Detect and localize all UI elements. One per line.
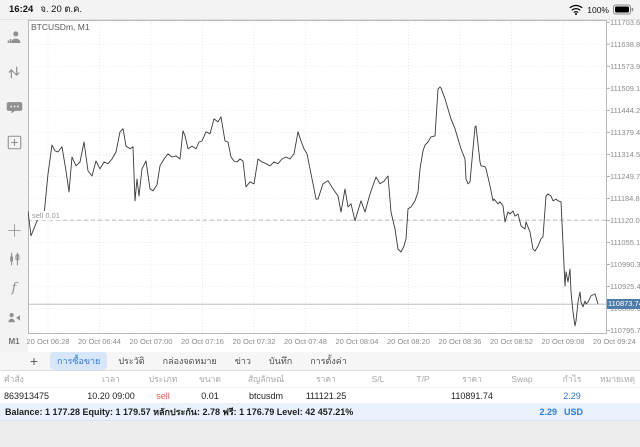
time-axis-label: 20 Oct 09:24 [593, 337, 636, 346]
time-axis-label: 20 Oct 07:48 [284, 337, 327, 346]
price-axis-label: 111314.55 [610, 149, 640, 159]
time-axis-label: 20 Oct 07:00 [129, 337, 173, 346]
column-header-11: หมายเหตุ [600, 374, 635, 384]
status-bar: 16:24 จ. 20 ต.ค. 100% [0, 0, 640, 20]
crosshair-icon[interactable] [5, 221, 23, 239]
time-axis-label: 20 Oct 07:16 [181, 337, 224, 346]
price-axis-label: 111249.70 [610, 171, 640, 181]
time-axis-label: 20 Oct 06:28 [26, 337, 70, 346]
account-summary-text: Balance: 1 177.28 Equity: 1 179.57 หลักป… [5, 407, 354, 417]
sidebar-toolbar: f M1 [0, 20, 28, 352]
bottom-tab-bar: + การซื้อขาย ประวัติ กล่องจดหมาย ข่าว บันทึก… [0, 352, 640, 371]
price-axis-label: 111184.85 [610, 193, 640, 203]
price-axis-label: 111638.80 [610, 39, 640, 49]
position-cell-2: sell [156, 390, 170, 401]
tab-4[interactable]: บันทึก [268, 356, 293, 366]
account-summary-row: Balance: 1 177.28 Equity: 1 179.57 หลักป… [0, 404, 640, 421]
tab-2[interactable]: กล่องจดหมาย [162, 356, 217, 366]
position-cell-10: 2.29 [563, 390, 581, 401]
total-profit: 2.29 USD [539, 407, 583, 417]
column-header-8: ราคา [462, 374, 482, 384]
bottom-panel: + การซื้อขาย ประวัติ กล่องจดหมาย ข่าว บันทึก… [0, 352, 640, 447]
time-axis-label: 20 Oct 06:44 [78, 337, 121, 346]
time-axis-label: 20 Oct 07:32 [232, 337, 276, 346]
timeframe-m1-button[interactable]: M1 [8, 337, 20, 346]
time-axis-label: 20 Oct 08:36 [438, 337, 482, 346]
objects-icon[interactable] [5, 308, 23, 326]
position-cell-4: btcusdm [248, 390, 283, 401]
price-axis-label: 111509.10 [610, 83, 640, 93]
column-header-10: กำไร [562, 374, 582, 384]
column-header-0: คำสั่ง [4, 374, 24, 384]
price-axis-label: 111120.00 [610, 215, 640, 225]
position-cell-0: 863913475 [4, 390, 50, 401]
time-axis-label: 20 Oct 08:20 [387, 337, 430, 346]
tab-0-selected[interactable]: การซื้อขาย [50, 352, 108, 370]
price-axis-label: 111573.95 [610, 61, 640, 71]
battery-icon [613, 4, 634, 15]
price-axis-label: 111379.40 [610, 127, 640, 137]
status-date: จ. 20 ต.ค. [40, 4, 83, 15]
total-profit-currency: USD [563, 407, 583, 417]
position-row[interactable]: 863913475 10.20 09:00 sell 0.01 btcusdm 11112… [0, 388, 640, 404]
price-axis-label: 110795.75 [610, 326, 640, 336]
time-axis-label: 20 Oct 08:52 [490, 337, 533, 346]
trade-icon[interactable] [5, 63, 23, 81]
chart-symbol-label: BTCUSDm, M1 [31, 22, 90, 32]
price-axis-label: 111444.25 [610, 105, 640, 115]
price-chart [28, 20, 610, 334]
time-axis-label: 20 Oct 08:04 [335, 337, 379, 346]
column-header-3: ขนาด [199, 374, 221, 384]
tab-3[interactable]: ข่าว [234, 356, 251, 366]
functions-icon[interactable]: f [11, 280, 17, 296]
sell-position-label: sell 0.01 [30, 211, 62, 221]
column-header-2: ประเภท [148, 374, 178, 384]
price-axis-label: 110990.30 [610, 260, 640, 270]
wifi-icon [569, 4, 583, 15]
plot-border [28, 20, 607, 334]
new-order-plus-button[interactable]: + [29, 353, 39, 369]
battery-percent: 100% [587, 4, 609, 15]
total-profit-value: 2.29 [539, 407, 557, 417]
tab-1[interactable]: ประวัติ [118, 356, 145, 366]
column-header-6: S/L [371, 374, 385, 384]
position-cell-5: 111121.25 [305, 390, 347, 401]
positions-table-header: คำสั่ง เวลา ประเภท ขนาด สัญลักษณ์ ราคา S/L T/P ร… [0, 371, 640, 388]
indicators-icon[interactable] [5, 250, 23, 268]
bottom-spacer [0, 421, 640, 447]
position-cell-8: 110891.74 [451, 390, 493, 401]
status-indicators: 100% [569, 4, 634, 15]
position-cell-3: 0.01 [201, 390, 219, 401]
column-header-9: Swap [511, 374, 533, 384]
column-header-1: เวลา [102, 374, 120, 384]
current-price-badge: 110873.74 [607, 299, 640, 310]
price-axis-label: 110925.45 [610, 282, 640, 292]
tab-5[interactable]: การตั้งค่า [310, 356, 347, 366]
tab-list: การซื้อขาย ประวัติ กล่องจดหมาย ข่าว บันทึก กา… [50, 352, 354, 370]
new-order-icon[interactable] [5, 133, 23, 151]
position-cell-1: 10.20 09:00 [87, 390, 135, 401]
chat-icon[interactable] [5, 98, 23, 116]
price-axis-label: 111055.15 [610, 238, 640, 248]
column-header-5: ราคา [316, 374, 336, 384]
account-icon[interactable] [5, 28, 23, 46]
price-line-series [28, 86, 599, 327]
clock: 16:24 [9, 4, 34, 15]
price-axis-label: 111703.65 [610, 17, 640, 27]
time-axis-label: 20 Oct 09:08 [541, 337, 585, 346]
chart-area[interactable]: BTCUSDm, M1 111703.65 111638.80 111573.95 1… [27, 17, 640, 352]
column-header-7: T/P [416, 374, 430, 384]
column-header-4: สัญลักษณ์ [247, 374, 285, 384]
